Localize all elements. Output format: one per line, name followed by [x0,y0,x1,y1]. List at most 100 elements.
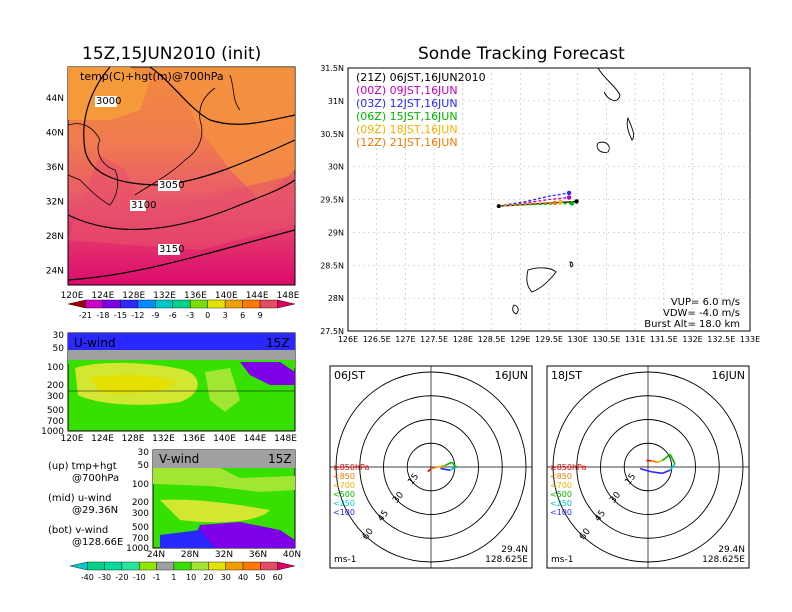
track-xtick: 130.5E [592,335,620,344]
map-colorbar-swatch [137,299,156,309]
map-colorbar-swatch [155,299,173,309]
coast-korea-china [67,123,119,206]
u-xtick: 140E [213,434,236,444]
coast-north [229,74,241,111]
u-xtick: 128E [122,434,145,444]
hodo-lat: 29.4N [718,545,745,555]
wind-colorbar-label: 40 [238,573,248,582]
wind-colorbar-label: 1 [171,573,176,582]
tracking-panel [347,67,751,332]
note-bot-2: @128.66E [72,537,124,548]
legend-row: (21Z) 06JST,16JUN2010 [356,71,486,84]
legend-utc: (00Z) [356,84,390,97]
u-wind-panel [67,332,296,432]
map-ytick: 24N [46,267,64,277]
wind-colorbar-label: -1 [153,573,161,582]
wind-colorbar-swatch [104,561,123,571]
wind-colorbar-label: 50 [255,573,265,582]
hodo-title: 18JST [551,369,582,382]
wind-colorbar-swatch [277,561,296,571]
right-title: Sonde Tracking Forecast [418,44,625,64]
note-mid-2: @29.36N [72,505,119,516]
u-xtick: 148E [274,434,297,444]
hodo-legend: <250 [550,499,572,508]
contour-label-3050-bg [158,180,180,191]
map-colorbar-label: -21 [79,311,92,320]
map-colorbar-label: 9 [258,311,263,320]
hodo-segment [440,467,451,471]
map-ytick: 40N [46,129,64,139]
v-xtick: 28N [181,550,199,560]
map-colorbar-label: 3 [223,311,228,320]
track-xtick: 127.5E [420,335,448,344]
hodo-segment [669,463,676,471]
track-xtick: 126E [338,335,358,344]
map-panel [67,66,296,286]
coast-japan [134,87,216,196]
hodograph-18jst: 18JST 16JUN15304560≥850hPa<850<700<500<25… [546,365,750,569]
wind-colorbar-label: 60 [273,573,283,582]
track-xtick: 129.5E [535,335,563,344]
map-xtick: 144E [246,291,269,301]
hodo-legend: ≥850hPa [550,463,587,472]
track-ytick: 28.5N [320,261,344,270]
hodo-segment [451,461,457,468]
axes-text: 120E 124E 128E 132E 136E 140E 144E 148E44N40N36… [41,64,760,560]
track-xtick: 126.5E [363,335,391,344]
map-ytick: 32N [46,198,64,208]
v-ytick: 300 [132,509,149,519]
track-ytick: 31.5N [320,64,344,73]
map-label: temp(C)+hgt(m)@700hPa [80,70,224,83]
wind-colorbar-swatch [208,561,226,571]
u-xtick: 120E [61,434,84,444]
hodo-legend: <500 [333,490,355,499]
track-end-point [566,190,572,196]
map-colorbar-swatch [224,299,243,309]
track-xtick: 131.5E [650,335,678,344]
contour-3150 [67,229,296,281]
map-xtick: 124E [91,291,114,301]
map-xtick: 128E [122,291,145,301]
contour-3000 [149,66,296,125]
track-line [498,202,555,207]
wind-colorbar-label: 20 [203,573,213,582]
wind-colorbar-label: -40 [81,573,94,582]
v-wind-panel [152,449,296,549]
track-ytick: 28N [328,294,344,303]
map-xtick: 120E [61,291,84,301]
map-colorbar-swatch [207,299,226,309]
tracking-lines [496,190,579,209]
map-xtick: 140E [215,291,238,301]
wind-colorbar-swatch [173,561,192,571]
legend-row: (09Z) 18JST,16JUN [356,123,486,136]
track-xtick: 128.5E [478,335,506,344]
tracking-legend: (21Z) 06JST,16JUN2010 (00Z) 09JST,16JUN (0… [356,71,486,149]
hodo-lon: 128.625E [485,555,528,565]
track-ytick: 29.5N [320,196,344,205]
hodo-legend: <700 [550,481,572,490]
hodo-legend: <850 [333,472,355,481]
map-colorbar-label: 0 [205,311,210,320]
wind-colorbar-swatch [242,561,261,571]
wind-colorbar: -40 -30 -20 -10 -1 1 10 20 30 40 50 60 [69,561,296,582]
track-ytick: 30.5N [320,130,344,139]
track-end-point [569,201,575,206]
map-xtick: 132E [153,291,176,301]
track-end-point [566,195,572,200]
map-colorbar-swatch [120,299,139,309]
contour-label-3150-bg [158,244,180,255]
u-ytick: 30 [53,331,65,341]
legend-jst: 06JST,16JUN2010 [389,71,486,84]
hodo-segment [437,464,446,468]
map-colorbar-swatch [277,299,296,309]
contour-label-3100-bg [130,200,146,211]
hodo-legend: ≥850hPa [333,463,370,472]
track-ytick: 27.5N [320,327,344,336]
track-end-point [574,199,579,204]
track-ytick: 30N [328,163,344,172]
contour-label-3100: 3100 [131,200,157,211]
launch-point [496,204,501,209]
legend-row: (06Z) 15JST,16JUN [356,110,486,123]
hodo-lon: 128.625E [702,555,745,565]
hodo-segment [669,453,676,465]
